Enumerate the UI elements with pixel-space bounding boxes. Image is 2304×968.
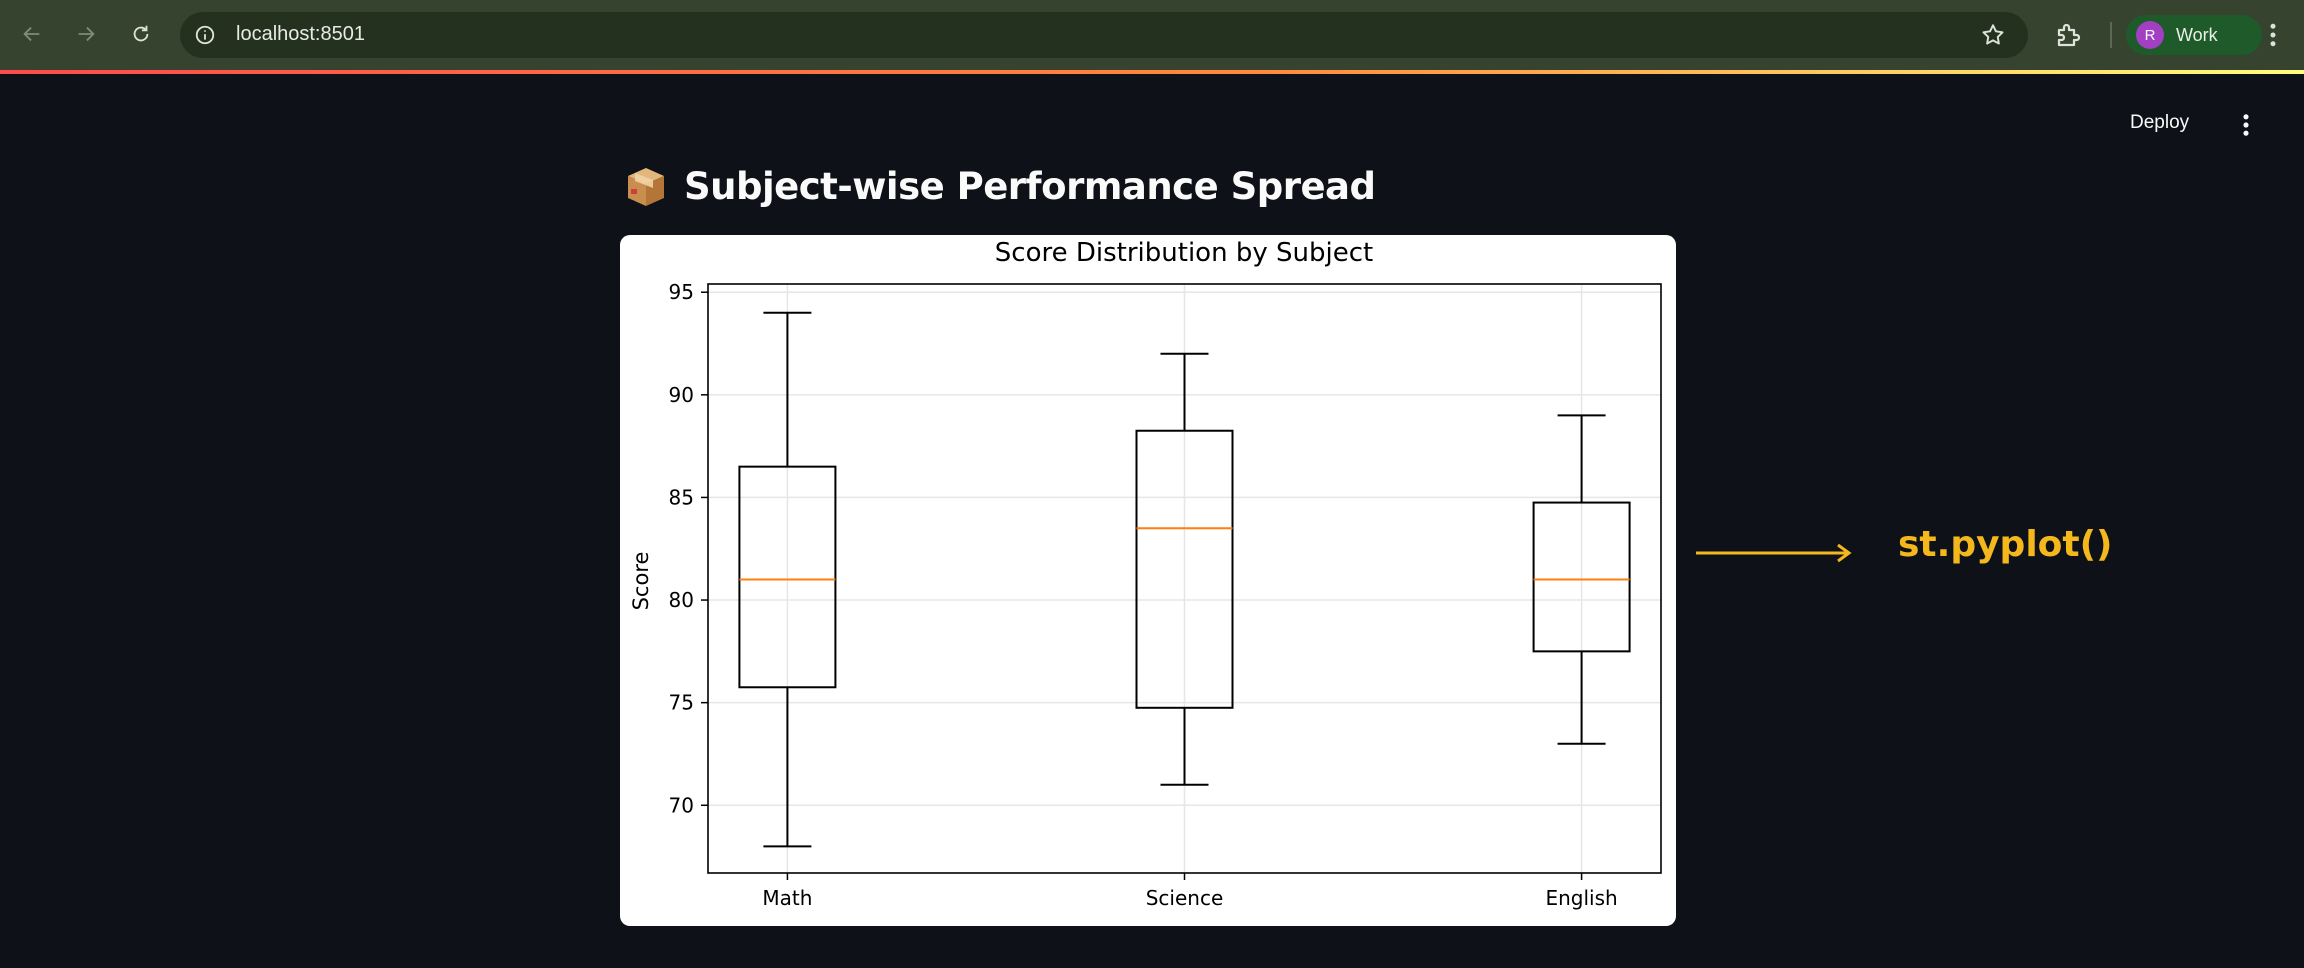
extensions-icon[interactable] (2054, 20, 2084, 50)
box-science (1135, 352, 1234, 786)
boxplot-chart: Score Distribution by Subject Score 70 75… (629, 238, 1662, 910)
annotation-arrow-icon (1696, 543, 1852, 563)
site-info-icon[interactable] (194, 24, 216, 46)
x-tick-label: Math (762, 886, 812, 910)
x-tick-label: English (1545, 886, 1617, 910)
pyplot-figure: Score Distribution by Subject Score 70 75… (620, 235, 1676, 926)
main-menu-icon[interactable] (2232, 110, 2260, 140)
chrome-menu-icon[interactable] (2258, 20, 2288, 50)
deploy-button[interactable]: Deploy (2130, 112, 2190, 133)
url-text[interactable]: localhost:8501 (236, 23, 365, 45)
bookmark-star-icon[interactable] (1980, 22, 2006, 48)
forward-button[interactable] (69, 17, 103, 51)
plot-area-frame (707, 283, 1662, 874)
reload-icon (133, 25, 149, 42)
package-box-icon (628, 168, 664, 206)
annotation-label: st.pyplot() (1898, 524, 2113, 565)
title-text: Subject-wise Performance Spread (684, 164, 1376, 208)
avatar: R (2136, 21, 2164, 49)
iqr-box (738, 465, 837, 689)
y-tick-label: 85 (669, 485, 694, 509)
toolbar-divider (2110, 22, 2112, 48)
streamlit-top-decoration (0, 70, 2304, 74)
profile-button[interactable]: R Work (2126, 15, 2262, 55)
profile-name: Work (2176, 25, 2218, 45)
iqr-box (1135, 429, 1234, 709)
y-tick-label: 90 (669, 383, 694, 407)
back-button[interactable] (15, 17, 49, 51)
chart-title: Score Distribution by Subject (995, 238, 1373, 268)
iqr-box (1532, 501, 1631, 653)
forward-arrow-icon (78, 26, 95, 42)
y-tick-label: 70 (669, 793, 694, 817)
y-tick-label: 80 (669, 588, 694, 612)
y-axis-label: Score (629, 552, 653, 611)
y-tick-label: 75 (669, 691, 694, 715)
x-tick-label: Science (1146, 886, 1224, 910)
box-english (1532, 414, 1631, 745)
y-tick-label: 95 (669, 280, 694, 304)
browser-toolbar: localhost:8501 R Work (0, 0, 2304, 72)
page-title: Subject-wise Performance Spread (622, 158, 1376, 214)
box-math (738, 311, 837, 848)
address-bar[interactable]: localhost:8501 (180, 12, 2028, 58)
back-arrow-icon (23, 26, 40, 42)
reload-button[interactable] (124, 17, 158, 51)
